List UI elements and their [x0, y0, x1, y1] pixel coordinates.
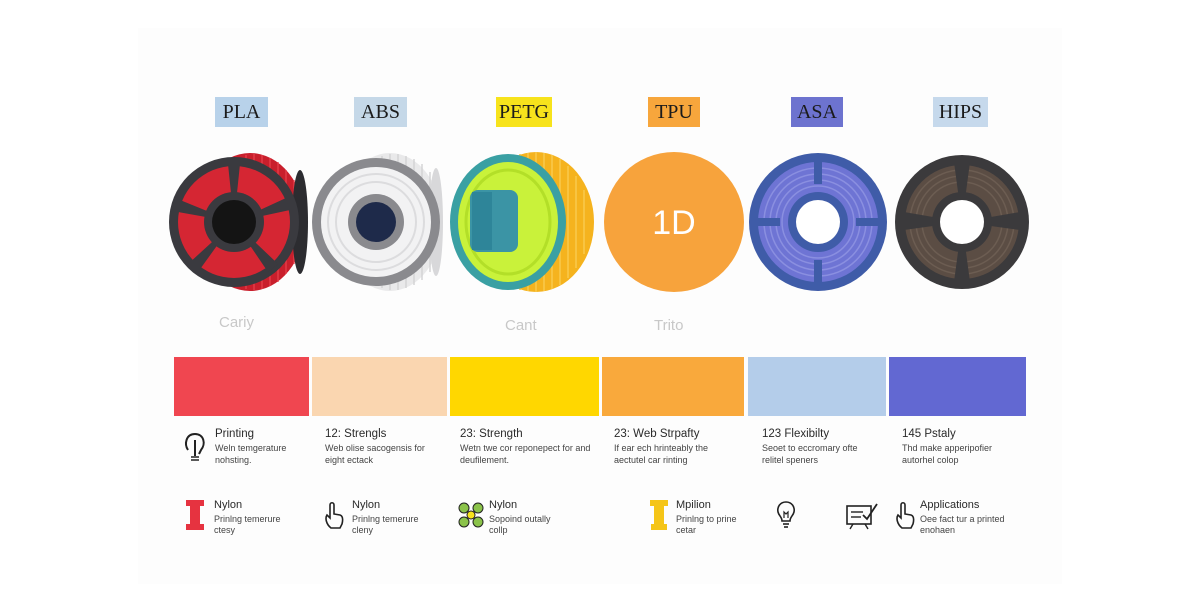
- tpu-logo: 1D: [652, 204, 695, 242]
- material-label-petg: PETG: [496, 97, 552, 127]
- tpu-spool: 1D: [604, 152, 744, 292]
- content-panel: [138, 28, 1062, 584]
- property-title-5: 123 Flexibilty: [762, 428, 830, 440]
- application-title-2: Nylon: [352, 499, 381, 511]
- petg-spool: [450, 152, 594, 292]
- application-desc-2: Prinlng temerure cleny: [352, 514, 419, 535]
- application-title-4: Mpilion: [676, 499, 711, 511]
- property-desc-1: Weln temgerature nohsting.: [215, 443, 287, 465]
- application-desc-7: Oee fact tur a printed enohaen: [920, 514, 1005, 535]
- application-title-7: Applications: [920, 499, 980, 511]
- material-label-hips: HIPS: [933, 97, 988, 127]
- property-desc-3: Wetn twe cor reponepect for and deufilem…: [460, 443, 591, 465]
- application-desc-3: Sopoind outally collp: [489, 514, 551, 535]
- property-title-4: 23: Web Strpafty: [614, 428, 700, 440]
- property-title-1: Printing: [215, 428, 254, 440]
- property-desc-5: Seoet to eccromary ofte relitel speners: [762, 443, 858, 465]
- application-desc-1: Prinlng temerure ctesy: [214, 514, 281, 535]
- hand-finger-icon: [896, 501, 915, 529]
- red-spool-icon: [186, 500, 204, 530]
- lightbulb-icon: [777, 501, 795, 528]
- hips-spool: [895, 155, 1029, 289]
- property-title-2: 12: Strengls: [325, 428, 387, 440]
- color-swatch-indigo: [889, 357, 1026, 416]
- material-label-asa: ASA: [791, 97, 843, 127]
- application-title-3: Nylon: [489, 499, 518, 511]
- faint-label-2: Cant: [505, 317, 537, 334]
- checklist-board-icon: [846, 503, 878, 530]
- material-label-pla: PLA: [215, 97, 268, 127]
- faint-label-3: Trito: [654, 317, 684, 334]
- material-label-tpu: TPU: [648, 97, 700, 127]
- yellow-spool-icon: [650, 500, 668, 530]
- property-title-6: 145 Pstaly: [902, 428, 956, 440]
- color-swatch-orange: [602, 357, 744, 416]
- application-desc-4: Prinlng to prine cetar: [676, 514, 737, 535]
- material-label-abs: ABS: [354, 97, 407, 127]
- property-desc-2: Web olise sacogensis for eight ectack: [325, 443, 425, 465]
- faint-label-1: Cariy: [219, 314, 255, 331]
- property-title-3: 23: Strength: [460, 428, 523, 440]
- application-title-1: Nylon: [214, 499, 243, 511]
- property-desc-4: If ear ech hrinteably the aectutel car r…: [614, 443, 709, 465]
- color-swatch-light-blue: [748, 357, 886, 416]
- abs-spool: [312, 153, 443, 291]
- molecule-icon: [458, 502, 484, 528]
- hand-pointer-icon: [325, 501, 344, 529]
- color-swatch-peach: [312, 357, 447, 416]
- hook-icon: [185, 432, 205, 461]
- color-swatch-yellow: [450, 357, 599, 416]
- asa-spool: [749, 153, 887, 291]
- color-swatch-red: [174, 357, 309, 416]
- pla-spool: [169, 153, 308, 291]
- property-desc-6: Thd make apperipofier autorhel colop: [902, 443, 993, 465]
